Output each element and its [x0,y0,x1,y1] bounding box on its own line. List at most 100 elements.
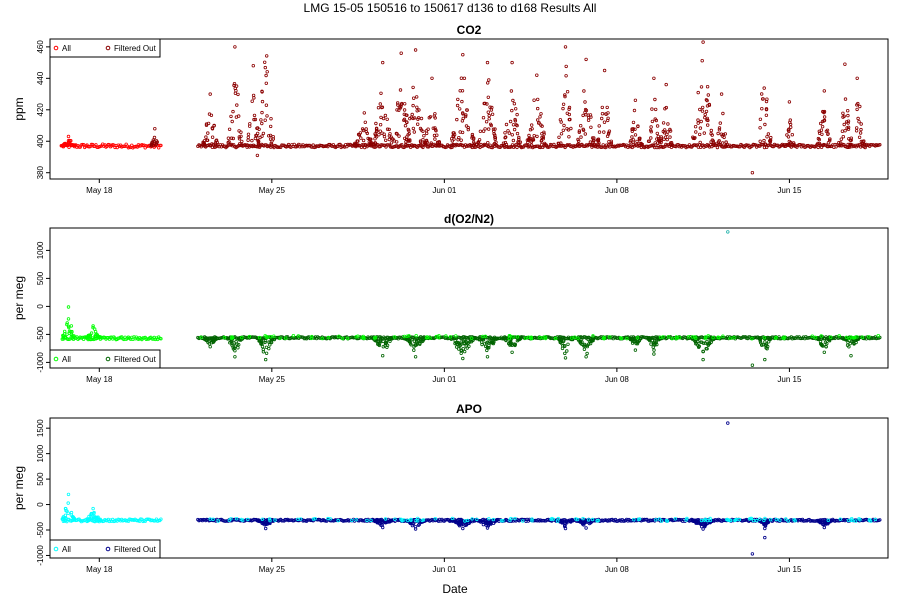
data-point [669,142,673,146]
data-point [597,141,601,145]
data-point [710,138,715,142]
data-point [257,143,261,147]
panel-title: d(O2/N2) [444,212,494,226]
data-point [690,335,695,339]
data-point [269,116,273,121]
data-point [253,136,258,141]
data-point [600,116,604,121]
data-point [350,518,354,523]
data-point [456,97,460,102]
data-point [269,124,273,129]
data-point [403,102,407,106]
data-point [859,122,863,126]
data-point [326,335,331,340]
data-point [363,120,367,124]
data-point [257,127,261,131]
data-point [69,513,73,517]
data-point [64,142,68,146]
data-point [421,137,425,142]
data-point [437,140,441,144]
data-point [652,76,656,80]
data-point [231,109,235,114]
data-point [253,117,258,122]
data-point [433,127,438,132]
data-point [70,143,74,148]
data-point [530,519,534,523]
data-point [406,139,411,143]
data-point [841,111,845,115]
legend-box [49,349,161,369]
data-point [493,133,497,137]
data-point [528,136,533,141]
data-point [209,113,214,117]
data-point [374,129,379,134]
y-tick-label: -500 [36,521,45,538]
x-tick-label: May 25 [259,186,286,195]
data-point [490,341,495,345]
data-point [566,128,571,132]
x-tick-label: May 18 [86,565,113,574]
data-point [263,118,267,122]
data-point [255,518,260,523]
data-point [466,341,470,345]
data-point [854,338,858,342]
data-point [408,116,412,121]
data-point [853,519,858,523]
data-point [489,337,494,341]
x-tick-label: May 25 [259,375,286,384]
data-point [635,336,640,340]
data-point [502,336,507,340]
data-point [412,130,416,134]
legend-marker [105,546,111,552]
data-point [581,113,585,118]
data-point [829,335,833,339]
data-point [485,60,490,65]
data-point [843,128,847,133]
data-points [60,421,882,556]
data-point [410,143,414,147]
y-tick-label: 400 [36,134,45,148]
data-point [471,337,476,341]
data-point [717,128,722,132]
data-point [466,518,470,523]
data-point [606,116,610,120]
data-point [229,136,234,140]
data-point [847,336,852,341]
data-point [704,109,709,114]
data-point [659,138,663,143]
data-point [71,334,76,338]
data-point [758,139,762,143]
data-point [849,354,853,358]
data-point [854,129,859,133]
data-point [747,517,752,521]
data-point [452,132,457,137]
data-point [826,140,831,145]
data-point [655,141,660,145]
data-point [665,519,670,523]
data-point [374,121,378,126]
data-point [418,139,423,143]
data-point [782,336,786,341]
data-point [380,105,385,109]
data-point [715,141,719,146]
data-point [381,60,385,65]
data-point [733,518,738,522]
data-point [415,95,419,99]
data-point [269,141,273,146]
data-point [398,106,403,110]
data-point [84,335,89,340]
data-point [354,335,358,339]
data-point [574,517,578,521]
data-point [768,138,773,142]
data-point [758,517,762,521]
data-point [397,134,401,138]
data-point [563,93,567,97]
data-point [726,518,730,522]
data-point [825,341,829,346]
y-tick-label: 500 [36,271,45,285]
data-point [649,125,653,129]
data-point [763,523,767,527]
data-point [372,142,376,147]
data-point [432,114,436,118]
data-point [652,348,656,352]
